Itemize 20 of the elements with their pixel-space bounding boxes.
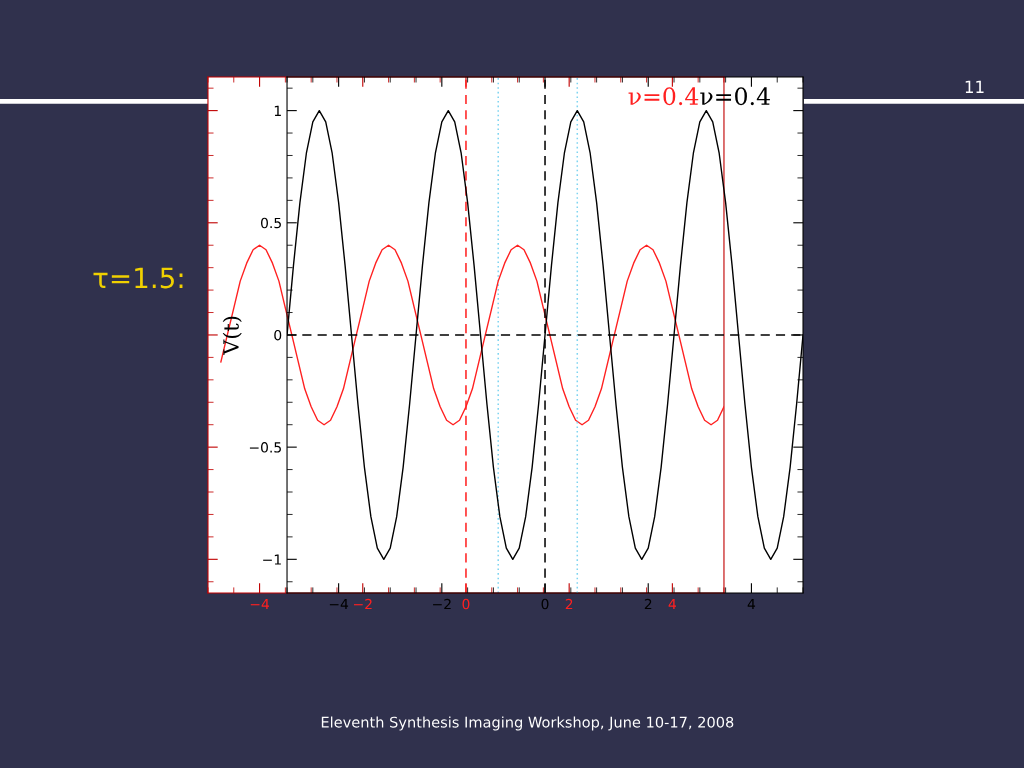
y-axis-title: V(t) bbox=[222, 316, 242, 356]
x-tick-label: 0 bbox=[541, 598, 549, 610]
y-tick-label: −0.5 bbox=[249, 442, 281, 453]
x-tick-label: −4 bbox=[250, 598, 270, 610]
x-tick-label: 0 bbox=[462, 598, 470, 610]
x-tick-label: −4 bbox=[329, 598, 349, 610]
y-tick-label: 0.5 bbox=[260, 217, 281, 229]
text: τ=1.5: bbox=[93, 267, 183, 289]
y-tick-label: 1 bbox=[274, 105, 281, 116]
y-tick-label: −1 bbox=[263, 554, 281, 565]
y-tick-label: 0 bbox=[274, 329, 282, 341]
text: 11 bbox=[965, 80, 984, 93]
x-tick-label: 4 bbox=[747, 598, 756, 610]
x-tick-label: −2 bbox=[433, 598, 451, 610]
x-tick-label: −2 bbox=[354, 598, 372, 610]
x-tick-label: 4 bbox=[668, 598, 677, 610]
x-tick-label: 2 bbox=[565, 598, 573, 610]
text: Eleventh Synthesis Imaging Workshop, June 10-17, 2008 bbox=[321, 716, 734, 731]
annotation: ν=0.4 bbox=[628, 87, 699, 106]
x-tick-label: 2 bbox=[644, 598, 652, 610]
